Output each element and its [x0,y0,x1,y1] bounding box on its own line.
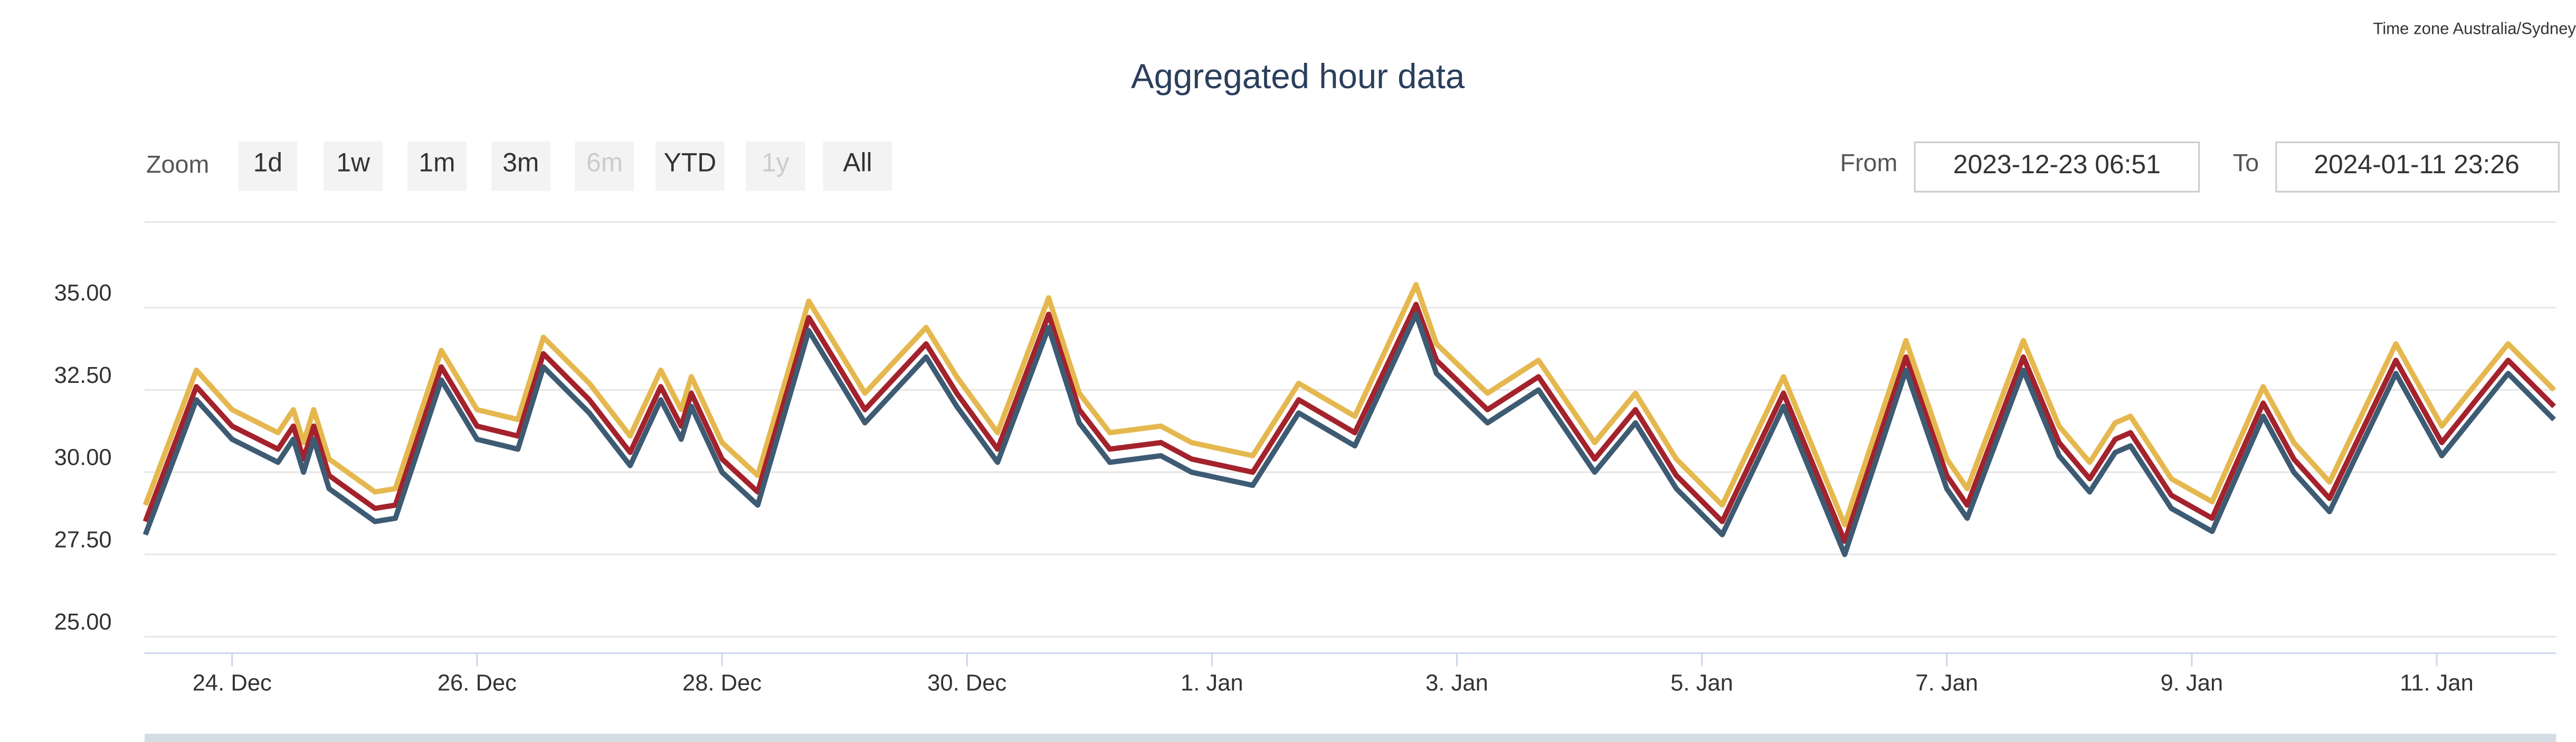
zoom-label: Zoom [146,151,209,178]
y-tick-label: 35.00 [54,280,112,306]
x-tick-label: 26. Dec [438,670,517,696]
to-value[interactable]: 2024-01-11 23:26 [2314,149,2519,179]
to-label: To [2233,149,2259,176]
zoom-button[interactable] [407,141,467,191]
timezone: Time zone Australia/Sydney [2373,19,2576,37]
series-line [142,281,2556,528]
zoom-button-label: 6m [586,148,623,177]
zoom-button-label[interactable]: All [843,148,872,177]
x-tick-label: 9. Jan [2161,670,2223,696]
zoom-button[interactable] [655,141,725,191]
zoom-button-label[interactable]: 1d [253,148,282,177]
zoom-button-label[interactable]: YTD [664,148,717,177]
zoom-button [575,141,634,191]
zoom-button[interactable] [823,141,892,191]
x-tick-label: 5. Jan [1670,670,1733,696]
zoom-button-label[interactable]: 1m [419,148,455,177]
x-tick-label: 1. Jan [1181,670,1243,696]
from-input[interactable] [1914,141,2200,193]
y-tick-label: 27.50 [54,527,112,552]
series-line [142,312,2556,557]
zoom-button-label: 1y [762,148,790,177]
from-label: From [1840,149,1897,176]
series-line [142,302,2556,544]
x-tick-label: 28. Dec [682,670,762,696]
zoom-button [746,141,805,191]
navigator-strip [144,734,2556,742]
x-tick-label: 24. Dec [193,670,272,696]
zoom-button[interactable] [324,141,383,191]
x-tick-label: 30. Dec [927,670,1006,696]
chart-title: Aggregated hour data [1131,57,1465,96]
y-tick-label: 32.50 [54,363,112,388]
zoom-button[interactable] [491,141,550,191]
zoom-button-label[interactable]: 1w [336,148,370,177]
from-value[interactable]: 2023-12-23 06:51 [1953,149,2161,179]
x-tick-label: 3. Jan [1425,670,1488,696]
x-tick-label: 11. Jan [2400,670,2474,696]
x-tick-label: 7. Jan [1915,670,1978,696]
zoom-button[interactable] [238,141,298,191]
y-tick-label: 30.00 [54,445,112,471]
zoom-button-label[interactable]: 3m [502,148,539,177]
to-input[interactable] [2275,141,2560,193]
y-tick-label: 25.00 [54,609,112,635]
